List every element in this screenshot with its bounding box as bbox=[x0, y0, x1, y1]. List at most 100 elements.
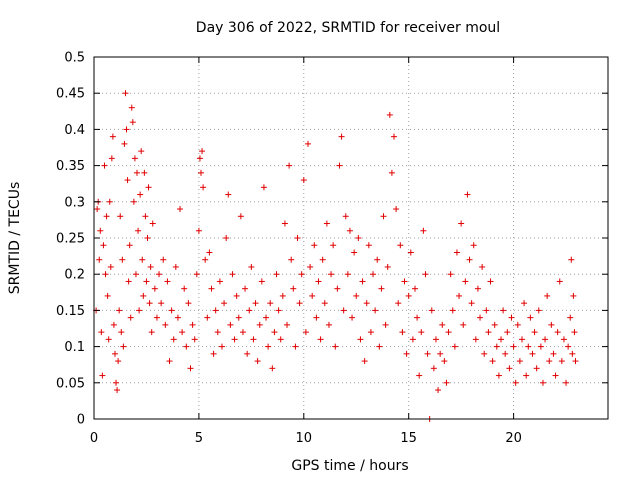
data-point bbox=[143, 278, 150, 285]
data-point bbox=[145, 184, 152, 191]
data-point bbox=[422, 271, 429, 278]
data-point bbox=[315, 278, 322, 285]
grid bbox=[94, 57, 608, 419]
data-point bbox=[242, 285, 249, 292]
data-point bbox=[487, 278, 494, 285]
data-point bbox=[518, 336, 525, 343]
data-point bbox=[304, 140, 311, 147]
x-tick-label: 20 bbox=[505, 431, 522, 446]
data-point bbox=[218, 343, 225, 350]
data-point bbox=[134, 169, 141, 176]
data-point bbox=[206, 249, 213, 256]
x-tick-labels: 0 5 10 15 20 bbox=[90, 431, 522, 446]
data-point bbox=[397, 242, 404, 249]
data-point bbox=[445, 329, 452, 336]
data-point bbox=[468, 300, 475, 307]
data-point bbox=[193, 271, 200, 278]
data-point bbox=[288, 256, 295, 263]
data-point bbox=[535, 307, 542, 314]
data-point bbox=[191, 336, 198, 343]
x-tick-label: 0 bbox=[90, 431, 98, 446]
data-point bbox=[506, 365, 513, 372]
data-point bbox=[428, 307, 435, 314]
data-point bbox=[380, 213, 387, 220]
data-point bbox=[258, 278, 265, 285]
data-point bbox=[114, 387, 121, 394]
data-point bbox=[104, 292, 111, 299]
y-axis-label: SRMTID / TECUs bbox=[7, 182, 23, 295]
data-point bbox=[149, 220, 156, 227]
data-point bbox=[131, 155, 138, 162]
data-point bbox=[196, 155, 203, 162]
data-point bbox=[122, 90, 129, 97]
data-point bbox=[290, 285, 297, 292]
data-point bbox=[386, 111, 393, 118]
data-point bbox=[328, 271, 335, 278]
data-point bbox=[127, 314, 134, 321]
data-point bbox=[113, 379, 120, 386]
data-point bbox=[94, 206, 101, 213]
data-point bbox=[309, 292, 316, 299]
data-point bbox=[552, 372, 559, 379]
data-point bbox=[570, 292, 577, 299]
data-point bbox=[325, 321, 332, 328]
data-point bbox=[351, 249, 358, 256]
data-point bbox=[183, 343, 190, 350]
data-point bbox=[164, 278, 171, 285]
data-point bbox=[125, 278, 132, 285]
data-point bbox=[401, 278, 408, 285]
data-point bbox=[411, 285, 418, 292]
x-axis-label: GPS time / hours bbox=[291, 458, 408, 474]
data-point bbox=[565, 343, 572, 350]
data-point bbox=[498, 336, 505, 343]
y-tick-labels: 0 0.05 0.1 0.15 0.2 0.25 0.3 0.35 0.4 0.45 0.5 bbox=[56, 51, 85, 428]
data-point bbox=[531, 329, 538, 336]
data-point bbox=[472, 336, 479, 343]
data-point bbox=[453, 249, 460, 256]
y-tick-label: 0.3 bbox=[64, 195, 85, 210]
data-point bbox=[170, 336, 177, 343]
data-point bbox=[107, 263, 114, 270]
x-tick-label: 5 bbox=[195, 431, 203, 446]
data-point bbox=[267, 300, 274, 307]
data-point bbox=[118, 329, 125, 336]
data-point bbox=[160, 256, 167, 263]
data-point bbox=[263, 314, 270, 321]
data-point bbox=[124, 177, 131, 184]
data-point bbox=[123, 126, 130, 133]
data-point bbox=[275, 307, 282, 314]
data-point bbox=[101, 162, 108, 169]
data-point bbox=[237, 213, 244, 220]
data-point bbox=[227, 321, 234, 328]
y-tick-label: 0.15 bbox=[56, 304, 85, 319]
data-point bbox=[96, 256, 103, 263]
data-point bbox=[248, 263, 255, 270]
data-point bbox=[489, 358, 496, 365]
data-point bbox=[365, 242, 372, 249]
y-tick-label: 0 bbox=[77, 413, 85, 428]
data-point bbox=[560, 336, 567, 343]
data-point bbox=[102, 271, 109, 278]
data-point bbox=[187, 365, 194, 372]
data-point bbox=[200, 184, 207, 191]
data-point bbox=[321, 300, 328, 307]
data-point bbox=[420, 227, 427, 234]
data-point bbox=[346, 227, 353, 234]
data-point bbox=[100, 242, 107, 249]
y-tick-label: 0.05 bbox=[56, 376, 85, 391]
data-point bbox=[99, 372, 106, 379]
data-point bbox=[391, 133, 398, 140]
data-point bbox=[361, 358, 368, 365]
data-point bbox=[250, 336, 257, 343]
data-point bbox=[212, 307, 219, 314]
data-point bbox=[449, 307, 456, 314]
data-point bbox=[296, 300, 303, 307]
data-point bbox=[374, 256, 381, 263]
x-tick-label: 15 bbox=[400, 431, 417, 446]
data-point bbox=[223, 235, 230, 241]
data-point bbox=[355, 235, 362, 241]
data-point bbox=[181, 285, 188, 292]
data-point bbox=[416, 372, 423, 379]
data-point bbox=[430, 365, 437, 372]
data-point bbox=[569, 350, 576, 357]
